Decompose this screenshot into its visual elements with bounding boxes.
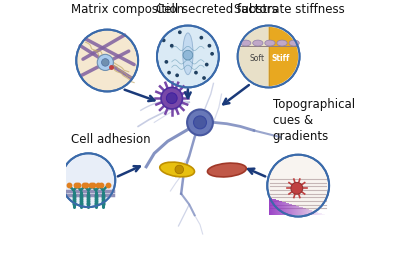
- Circle shape: [291, 182, 303, 194]
- Bar: [310, 210, 312, 215]
- Circle shape: [166, 93, 177, 104]
- Bar: [292, 204, 293, 215]
- Circle shape: [170, 44, 174, 48]
- Bar: [281, 201, 282, 215]
- Bar: [308, 210, 310, 215]
- Bar: [280, 201, 281, 215]
- Bar: [282, 201, 283, 215]
- Circle shape: [194, 116, 206, 129]
- Bar: [288, 203, 289, 215]
- Bar: [303, 208, 304, 215]
- Circle shape: [202, 76, 206, 80]
- Wedge shape: [239, 27, 268, 86]
- Bar: [321, 213, 322, 215]
- Bar: [317, 212, 318, 215]
- Wedge shape: [268, 27, 298, 86]
- Bar: [297, 206, 298, 215]
- Text: Cell secreted factors: Cell secreted factors: [156, 3, 277, 16]
- Circle shape: [175, 73, 179, 77]
- Circle shape: [167, 71, 171, 75]
- Bar: [269, 198, 270, 215]
- Circle shape: [62, 153, 115, 207]
- Bar: [324, 214, 325, 215]
- Bar: [291, 204, 292, 215]
- Circle shape: [210, 52, 214, 56]
- Ellipse shape: [277, 40, 287, 46]
- Bar: [312, 211, 314, 215]
- Bar: [289, 204, 290, 215]
- Circle shape: [161, 87, 182, 109]
- Circle shape: [175, 165, 184, 174]
- Circle shape: [157, 26, 219, 87]
- Circle shape: [200, 36, 203, 40]
- Bar: [300, 207, 301, 215]
- Bar: [304, 208, 306, 215]
- Ellipse shape: [265, 40, 275, 46]
- Bar: [276, 200, 277, 215]
- Circle shape: [178, 30, 182, 34]
- Bar: [286, 203, 287, 215]
- Bar: [279, 201, 280, 215]
- Circle shape: [187, 109, 213, 135]
- Bar: [277, 200, 278, 215]
- Bar: [296, 206, 297, 215]
- Text: Stiff: Stiff: [272, 54, 290, 63]
- Text: Topographical
cues &
gradients: Topographical cues & gradients: [273, 98, 355, 143]
- Bar: [270, 198, 271, 215]
- Bar: [301, 207, 302, 215]
- Text: Cell adhesion: Cell adhesion: [71, 133, 150, 146]
- Bar: [273, 199, 274, 215]
- Bar: [274, 199, 275, 215]
- Circle shape: [97, 54, 113, 70]
- Bar: [284, 202, 285, 215]
- Circle shape: [267, 155, 329, 217]
- Ellipse shape: [208, 163, 246, 177]
- Ellipse shape: [160, 162, 194, 177]
- Bar: [293, 205, 294, 215]
- Circle shape: [205, 63, 209, 66]
- Bar: [323, 214, 324, 215]
- Bar: [320, 213, 321, 215]
- Bar: [302, 207, 303, 215]
- Ellipse shape: [183, 33, 193, 75]
- Circle shape: [208, 44, 211, 48]
- Bar: [306, 209, 308, 215]
- Circle shape: [194, 71, 198, 75]
- Bar: [290, 204, 291, 215]
- Circle shape: [102, 59, 109, 66]
- Bar: [314, 211, 316, 215]
- Bar: [299, 207, 300, 215]
- Bar: [278, 200, 279, 215]
- Circle shape: [162, 38, 166, 42]
- Circle shape: [238, 26, 300, 87]
- Circle shape: [76, 30, 138, 91]
- Ellipse shape: [289, 40, 299, 46]
- Bar: [318, 213, 319, 215]
- Bar: [294, 205, 295, 215]
- Ellipse shape: [253, 40, 263, 46]
- Bar: [322, 214, 323, 215]
- Bar: [285, 203, 286, 215]
- Bar: [271, 198, 272, 215]
- Bar: [272, 199, 273, 215]
- Text: Matrix composition: Matrix composition: [71, 3, 184, 16]
- Ellipse shape: [241, 40, 251, 46]
- Bar: [298, 206, 299, 215]
- Circle shape: [238, 26, 299, 87]
- Circle shape: [164, 60, 168, 64]
- Circle shape: [183, 50, 193, 60]
- Text: Substrate stiffness: Substrate stiffness: [234, 3, 344, 16]
- Bar: [295, 206, 296, 215]
- Bar: [275, 200, 276, 215]
- Bar: [316, 212, 317, 215]
- Bar: [319, 213, 320, 215]
- Text: Soft: Soft: [250, 54, 265, 63]
- Bar: [287, 203, 288, 215]
- Bar: [283, 202, 284, 215]
